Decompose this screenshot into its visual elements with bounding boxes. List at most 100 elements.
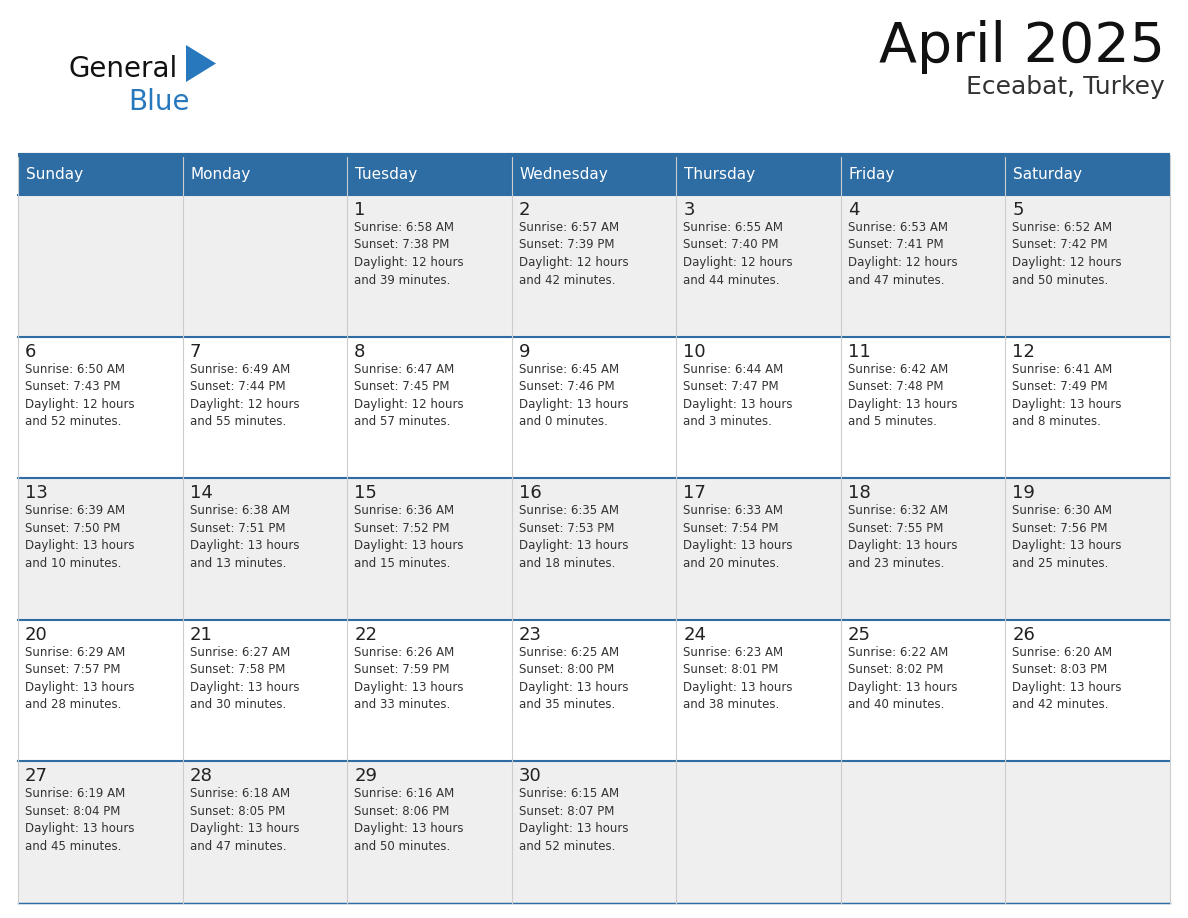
Text: April 2025: April 2025 <box>879 20 1165 74</box>
Polygon shape <box>187 45 216 82</box>
Text: Sunrise: 6:42 AM
Sunset: 7:48 PM
Daylight: 13 hours
and 5 minutes.: Sunrise: 6:42 AM Sunset: 7:48 PM Dayligh… <box>848 363 958 428</box>
Text: 13: 13 <box>25 484 48 502</box>
Bar <box>676 620 841 761</box>
Bar <box>18 620 183 761</box>
Bar <box>1005 195 1170 337</box>
Text: 21: 21 <box>190 626 213 644</box>
Text: Sunrise: 6:27 AM
Sunset: 7:58 PM
Daylight: 13 hours
and 30 minutes.: Sunrise: 6:27 AM Sunset: 7:58 PM Dayligh… <box>190 645 299 711</box>
Text: Sunrise: 6:58 AM
Sunset: 7:38 PM
Daylight: 12 hours
and 39 minutes.: Sunrise: 6:58 AM Sunset: 7:38 PM Dayligh… <box>354 221 463 286</box>
Text: 11: 11 <box>848 342 871 361</box>
Text: 3: 3 <box>683 201 695 219</box>
Bar <box>841 337 1005 478</box>
Text: Sunrise: 6:16 AM
Sunset: 8:06 PM
Daylight: 13 hours
and 50 minutes.: Sunrise: 6:16 AM Sunset: 8:06 PM Dayligh… <box>354 788 463 853</box>
Bar <box>183 478 347 620</box>
Text: 30: 30 <box>519 767 542 786</box>
Bar <box>1005 337 1170 478</box>
Text: Sunrise: 6:55 AM
Sunset: 7:40 PM
Daylight: 12 hours
and 44 minutes.: Sunrise: 6:55 AM Sunset: 7:40 PM Dayligh… <box>683 221 792 286</box>
Bar <box>512 478 676 620</box>
Bar <box>841 478 1005 620</box>
Text: Friday: Friday <box>849 167 896 183</box>
Text: 27: 27 <box>25 767 48 786</box>
Text: 14: 14 <box>190 484 213 502</box>
Text: 19: 19 <box>1012 484 1035 502</box>
Bar <box>512 337 676 478</box>
Bar <box>18 195 183 337</box>
Text: 10: 10 <box>683 342 706 361</box>
Bar <box>347 478 512 620</box>
Bar <box>1005 620 1170 761</box>
Text: Thursday: Thursday <box>684 167 756 183</box>
Text: Sunrise: 6:38 AM
Sunset: 7:51 PM
Daylight: 13 hours
and 13 minutes.: Sunrise: 6:38 AM Sunset: 7:51 PM Dayligh… <box>190 504 299 570</box>
Bar <box>18 478 183 620</box>
Bar <box>841 620 1005 761</box>
Bar <box>347 155 512 195</box>
Text: Sunrise: 6:19 AM
Sunset: 8:04 PM
Daylight: 13 hours
and 45 minutes.: Sunrise: 6:19 AM Sunset: 8:04 PM Dayligh… <box>25 788 134 853</box>
Bar <box>1005 761 1170 903</box>
Bar <box>1005 155 1170 195</box>
Text: 23: 23 <box>519 626 542 644</box>
Bar <box>183 155 347 195</box>
Bar <box>841 195 1005 337</box>
Bar <box>347 761 512 903</box>
Text: Sunrise: 6:32 AM
Sunset: 7:55 PM
Daylight: 13 hours
and 23 minutes.: Sunrise: 6:32 AM Sunset: 7:55 PM Dayligh… <box>848 504 958 570</box>
Text: Sunrise: 6:29 AM
Sunset: 7:57 PM
Daylight: 13 hours
and 28 minutes.: Sunrise: 6:29 AM Sunset: 7:57 PM Dayligh… <box>25 645 134 711</box>
Text: 8: 8 <box>354 342 366 361</box>
Text: Sunrise: 6:15 AM
Sunset: 8:07 PM
Daylight: 13 hours
and 52 minutes.: Sunrise: 6:15 AM Sunset: 8:07 PM Dayligh… <box>519 788 628 853</box>
Text: 24: 24 <box>683 626 707 644</box>
Text: 28: 28 <box>190 767 213 786</box>
Text: 9: 9 <box>519 342 530 361</box>
Text: 29: 29 <box>354 767 377 786</box>
Bar <box>183 620 347 761</box>
Text: Sunrise: 6:20 AM
Sunset: 8:03 PM
Daylight: 13 hours
and 42 minutes.: Sunrise: 6:20 AM Sunset: 8:03 PM Dayligh… <box>1012 645 1121 711</box>
Text: Sunrise: 6:50 AM
Sunset: 7:43 PM
Daylight: 12 hours
and 52 minutes.: Sunrise: 6:50 AM Sunset: 7:43 PM Dayligh… <box>25 363 134 428</box>
Bar <box>183 761 347 903</box>
Bar <box>676 337 841 478</box>
Bar <box>512 761 676 903</box>
Bar <box>183 337 347 478</box>
Text: Sunrise: 6:18 AM
Sunset: 8:05 PM
Daylight: 13 hours
and 47 minutes.: Sunrise: 6:18 AM Sunset: 8:05 PM Dayligh… <box>190 788 299 853</box>
Bar <box>676 761 841 903</box>
Bar <box>1005 478 1170 620</box>
Bar <box>18 155 183 195</box>
Text: 25: 25 <box>848 626 871 644</box>
Text: Sunrise: 6:30 AM
Sunset: 7:56 PM
Daylight: 13 hours
and 25 minutes.: Sunrise: 6:30 AM Sunset: 7:56 PM Dayligh… <box>1012 504 1121 570</box>
Text: 26: 26 <box>1012 626 1035 644</box>
Text: 20: 20 <box>25 626 48 644</box>
Bar <box>676 478 841 620</box>
Bar <box>512 195 676 337</box>
Bar <box>841 761 1005 903</box>
Text: Sunrise: 6:25 AM
Sunset: 8:00 PM
Daylight: 13 hours
and 35 minutes.: Sunrise: 6:25 AM Sunset: 8:00 PM Dayligh… <box>519 645 628 711</box>
Text: Sunrise: 6:22 AM
Sunset: 8:02 PM
Daylight: 13 hours
and 40 minutes.: Sunrise: 6:22 AM Sunset: 8:02 PM Dayligh… <box>848 645 958 711</box>
Text: 6: 6 <box>25 342 37 361</box>
Bar <box>841 155 1005 195</box>
Text: Blue: Blue <box>128 88 190 116</box>
Text: 2: 2 <box>519 201 530 219</box>
Text: Sunday: Sunday <box>26 167 83 183</box>
Text: 16: 16 <box>519 484 542 502</box>
Text: 1: 1 <box>354 201 366 219</box>
Text: Eceabat, Turkey: Eceabat, Turkey <box>966 75 1165 99</box>
Text: Sunrise: 6:45 AM
Sunset: 7:46 PM
Daylight: 13 hours
and 0 minutes.: Sunrise: 6:45 AM Sunset: 7:46 PM Dayligh… <box>519 363 628 428</box>
Text: 7: 7 <box>190 342 201 361</box>
Text: Sunrise: 6:35 AM
Sunset: 7:53 PM
Daylight: 13 hours
and 18 minutes.: Sunrise: 6:35 AM Sunset: 7:53 PM Dayligh… <box>519 504 628 570</box>
Text: 17: 17 <box>683 484 706 502</box>
Text: 15: 15 <box>354 484 377 502</box>
Text: 18: 18 <box>848 484 871 502</box>
Text: Sunrise: 6:47 AM
Sunset: 7:45 PM
Daylight: 12 hours
and 57 minutes.: Sunrise: 6:47 AM Sunset: 7:45 PM Dayligh… <box>354 363 463 428</box>
Text: Sunrise: 6:44 AM
Sunset: 7:47 PM
Daylight: 13 hours
and 3 minutes.: Sunrise: 6:44 AM Sunset: 7:47 PM Dayligh… <box>683 363 792 428</box>
Bar <box>347 620 512 761</box>
Bar <box>676 155 841 195</box>
Bar <box>512 155 676 195</box>
Text: Sunrise: 6:23 AM
Sunset: 8:01 PM
Daylight: 13 hours
and 38 minutes.: Sunrise: 6:23 AM Sunset: 8:01 PM Dayligh… <box>683 645 792 711</box>
Text: 5: 5 <box>1012 201 1024 219</box>
Text: 12: 12 <box>1012 342 1035 361</box>
Bar <box>18 337 183 478</box>
Text: Sunrise: 6:33 AM
Sunset: 7:54 PM
Daylight: 13 hours
and 20 minutes.: Sunrise: 6:33 AM Sunset: 7:54 PM Dayligh… <box>683 504 792 570</box>
Bar <box>347 337 512 478</box>
Text: Sunrise: 6:39 AM
Sunset: 7:50 PM
Daylight: 13 hours
and 10 minutes.: Sunrise: 6:39 AM Sunset: 7:50 PM Dayligh… <box>25 504 134 570</box>
Text: 22: 22 <box>354 626 377 644</box>
Text: 4: 4 <box>848 201 859 219</box>
Bar <box>18 761 183 903</box>
Text: Sunrise: 6:57 AM
Sunset: 7:39 PM
Daylight: 12 hours
and 42 minutes.: Sunrise: 6:57 AM Sunset: 7:39 PM Dayligh… <box>519 221 628 286</box>
Text: Sunrise: 6:36 AM
Sunset: 7:52 PM
Daylight: 13 hours
and 15 minutes.: Sunrise: 6:36 AM Sunset: 7:52 PM Dayligh… <box>354 504 463 570</box>
